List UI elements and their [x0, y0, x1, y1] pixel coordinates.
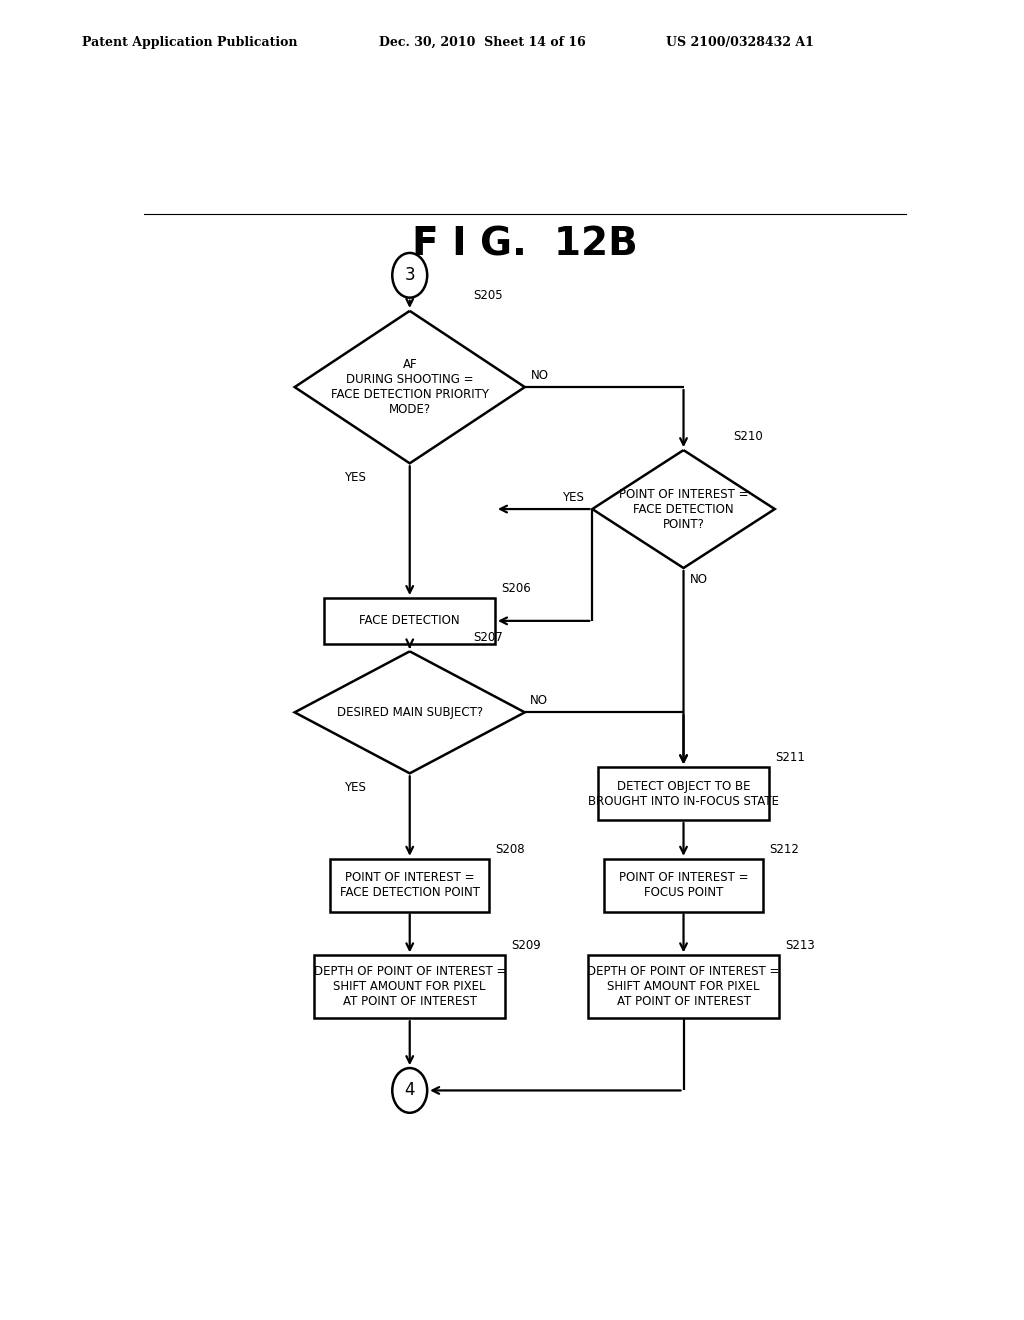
Text: NO: NO [529, 694, 548, 708]
Text: NO: NO [690, 573, 708, 586]
Text: S208: S208 [496, 842, 525, 855]
Text: DEPTH OF POINT OF INTEREST =
SHIFT AMOUNT FOR PIXEL
AT POINT OF INTEREST: DEPTH OF POINT OF INTEREST = SHIFT AMOUN… [313, 965, 506, 1008]
Text: DEPTH OF POINT OF INTEREST =
SHIFT AMOUNT FOR PIXEL
AT POINT OF INTEREST: DEPTH OF POINT OF INTEREST = SHIFT AMOUN… [588, 965, 779, 1008]
Text: POINT OF INTEREST =
FACE DETECTION POINT: POINT OF INTEREST = FACE DETECTION POINT [340, 871, 479, 899]
Text: 4: 4 [404, 1081, 415, 1100]
Bar [325, 598, 495, 644]
Bar [331, 859, 489, 912]
Bar [314, 956, 505, 1018]
Bar [598, 767, 769, 820]
Text: S213: S213 [785, 940, 815, 952]
Text: S211: S211 [775, 751, 805, 764]
Text: FACE DETECTION: FACE DETECTION [359, 614, 460, 627]
Bar [588, 956, 778, 1018]
Text: US 2100/0328432 A1: US 2100/0328432 A1 [666, 36, 813, 49]
Text: AF
DURING SHOOTING =
FACE DETECTION PRIORITY
MODE?: AF DURING SHOOTING = FACE DETECTION PRIO… [331, 358, 488, 416]
Text: S212: S212 [769, 842, 799, 855]
Text: S210: S210 [734, 430, 764, 444]
Text: Patent Application Publication: Patent Application Publication [82, 36, 297, 49]
Text: 3: 3 [404, 267, 415, 284]
Text: POINT OF INTEREST =
FACE DETECTION
POINT?: POINT OF INTEREST = FACE DETECTION POINT… [618, 487, 749, 531]
Text: F I G.  12B: F I G. 12B [412, 226, 638, 264]
Text: POINT OF INTEREST =
FOCUS POINT: POINT OF INTEREST = FOCUS POINT [618, 871, 749, 899]
Text: YES: YES [344, 781, 367, 795]
Text: Dec. 30, 2010  Sheet 14 of 16: Dec. 30, 2010 Sheet 14 of 16 [379, 36, 586, 49]
Text: S206: S206 [502, 582, 531, 595]
Text: S207: S207 [473, 631, 503, 644]
Text: YES: YES [562, 491, 585, 504]
Text: S209: S209 [511, 940, 541, 952]
Text: S205: S205 [473, 289, 503, 302]
Text: DESIRED MAIN SUBJECT?: DESIRED MAIN SUBJECT? [337, 706, 482, 719]
Text: DETECT OBJECT TO BE
BROUGHT INTO IN-FOCUS STATE: DETECT OBJECT TO BE BROUGHT INTO IN-FOCU… [588, 780, 779, 808]
Text: NO: NO [531, 370, 549, 381]
Bar [604, 859, 763, 912]
Text: YES: YES [344, 471, 367, 484]
